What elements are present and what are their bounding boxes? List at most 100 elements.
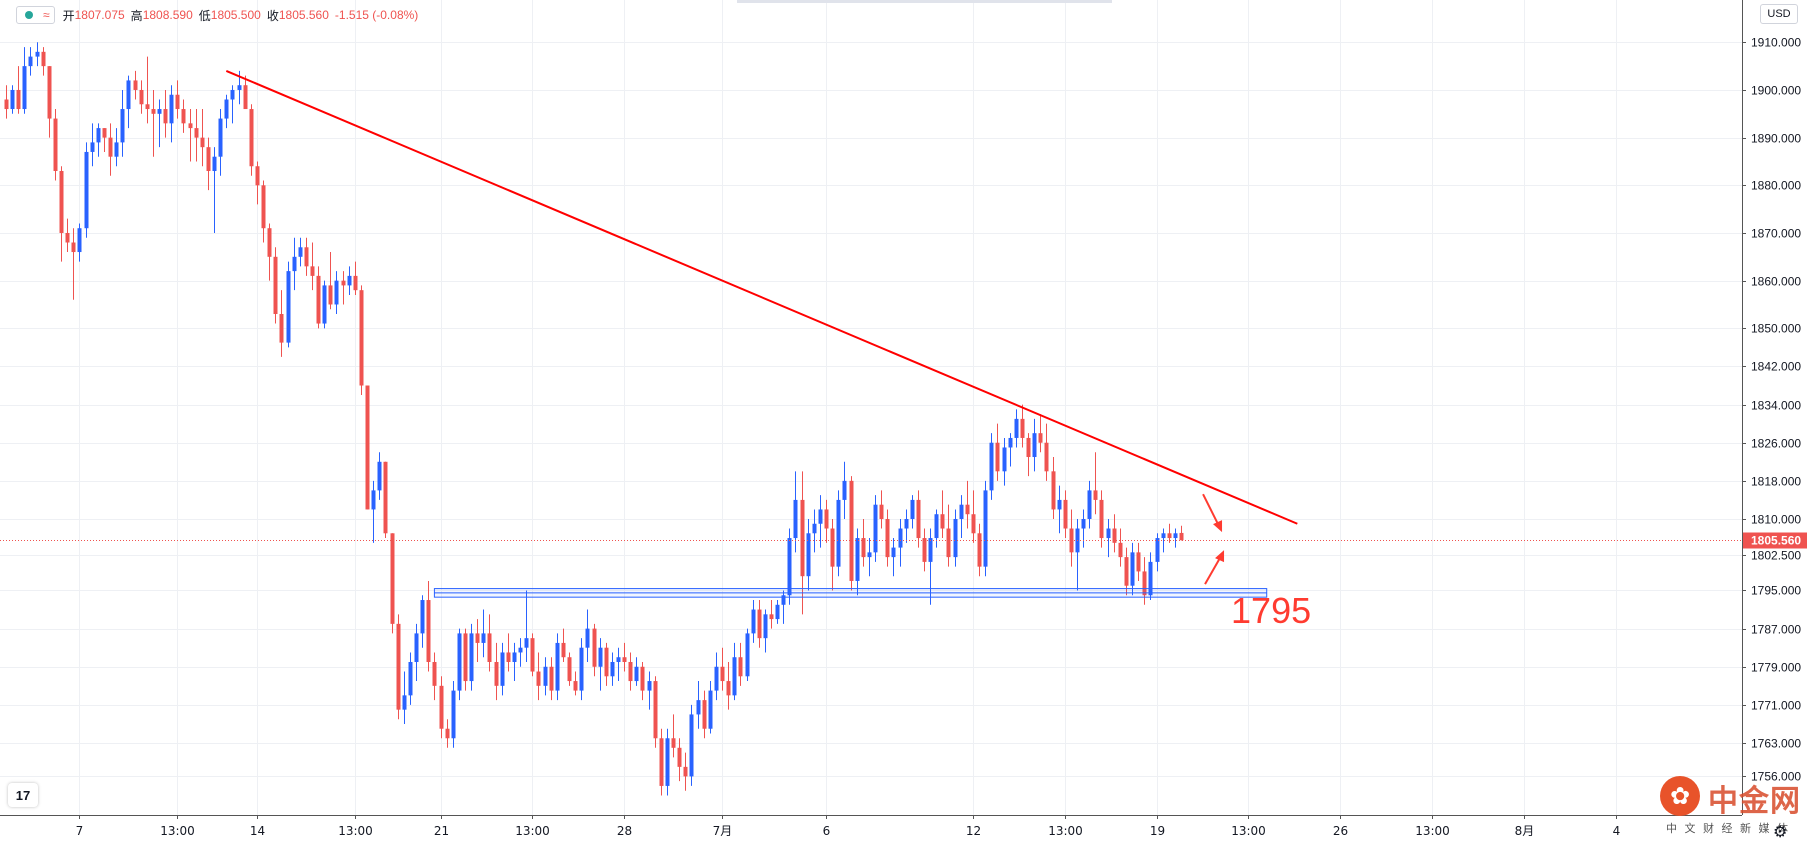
candle-body <box>487 633 492 662</box>
candle-body <box>432 661 437 686</box>
candle <box>390 533 395 634</box>
candle-body <box>916 499 921 539</box>
candle-body <box>745 633 750 677</box>
candle-body <box>457 633 462 691</box>
candle <box>304 237 309 276</box>
candle-body <box>310 266 315 276</box>
candle <box>10 85 15 114</box>
candle <box>751 600 756 643</box>
high-label: 高 <box>130 8 143 23</box>
price-axis[interactable]: 1910.000 1900.000 1890.000 1880.000 1870.000… <box>1742 0 1815 847</box>
candle-body <box>481 633 486 643</box>
candle <box>157 99 162 148</box>
candle <box>35 42 40 67</box>
candle-body <box>763 614 768 639</box>
visibility-toggle[interactable]: ≈ <box>16 6 55 24</box>
candle-body <box>922 538 927 562</box>
up-arrow-icon <box>1204 550 1225 585</box>
currency-button[interactable]: USD <box>1760 4 1798 24</box>
candle-body <box>322 285 327 324</box>
candle-body <box>708 690 713 729</box>
candle-body <box>65 232 70 243</box>
candle <box>800 471 805 615</box>
candle <box>341 271 346 305</box>
candle <box>445 719 450 748</box>
candle-body <box>800 499 805 577</box>
candle-body <box>181 109 186 124</box>
candle-body <box>365 385 370 510</box>
candle-body <box>359 290 364 386</box>
candle-body <box>126 80 131 110</box>
candle-body <box>298 247 303 257</box>
candle <box>1136 542 1141 581</box>
candle <box>726 661 731 710</box>
candle <box>1087 480 1092 529</box>
candle <box>1118 528 1123 567</box>
candle-body <box>928 538 933 562</box>
candle-body <box>1014 418 1019 438</box>
candle <box>243 75 248 110</box>
candle <box>194 109 199 162</box>
candle <box>683 752 688 791</box>
candle-body <box>371 490 376 510</box>
x-tick-label: 4 <box>1613 824 1621 838</box>
candle-body <box>904 518 909 529</box>
candle <box>451 681 456 748</box>
candle <box>500 642 505 696</box>
x-tick-label: 19 <box>1150 824 1165 838</box>
candle-body <box>230 89 235 100</box>
candle-body <box>212 156 217 172</box>
candle <box>953 509 958 567</box>
candle-body <box>977 533 982 567</box>
candle <box>218 109 223 176</box>
candle <box>696 681 701 729</box>
candle <box>71 228 76 300</box>
candle-body <box>200 137 205 148</box>
candle <box>139 80 144 114</box>
candle <box>16 66 21 114</box>
candle <box>579 638 584 701</box>
candle <box>481 609 486 658</box>
candle-body <box>1026 437 1031 458</box>
candle-body <box>439 685 444 729</box>
candle <box>659 728 664 796</box>
candle-body <box>420 600 425 634</box>
candle-body <box>255 166 260 186</box>
candle <box>1161 528 1166 553</box>
candle-body <box>451 690 456 739</box>
candle-body <box>702 700 707 729</box>
candle-body <box>1155 538 1160 562</box>
candle-body <box>555 642 560 691</box>
x-tick-label: 13:00 <box>1048 824 1083 838</box>
candle <box>555 633 560 701</box>
candle-body <box>543 666 548 686</box>
candle-body <box>1118 542 1123 558</box>
time-axis[interactable]: 7 13:00 14 13:00 21 13:00 28 7月 6 12 13:00 19 13:00 2… <box>0 815 1742 838</box>
candle-body <box>512 652 517 662</box>
candle-body <box>781 595 786 605</box>
candle <box>1130 542 1135 596</box>
tradingview-logo[interactable]: 17 <box>8 783 38 807</box>
candle <box>610 652 615 686</box>
candle <box>286 261 291 348</box>
candle-body <box>506 652 511 662</box>
candle-body <box>1051 471 1056 510</box>
candle-body <box>224 99 229 119</box>
candle-body <box>261 185 266 229</box>
candle-body <box>1044 442 1049 472</box>
candle-body <box>861 538 866 558</box>
candle-body <box>898 528 903 548</box>
candle <box>634 657 639 686</box>
settings-gear-icon[interactable]: ⚙ <box>1773 824 1788 841</box>
y-tick-label: 1860.000 <box>1751 275 1801 289</box>
candle-body <box>1142 571 1147 596</box>
candle <box>708 681 713 734</box>
candle-body <box>133 80 138 90</box>
candle-body <box>885 518 890 558</box>
candle-body <box>849 480 854 581</box>
candle-body <box>463 633 468 682</box>
candle <box>359 285 364 396</box>
candle-body <box>304 247 309 267</box>
x-tick-label: 13:00 <box>338 824 373 838</box>
